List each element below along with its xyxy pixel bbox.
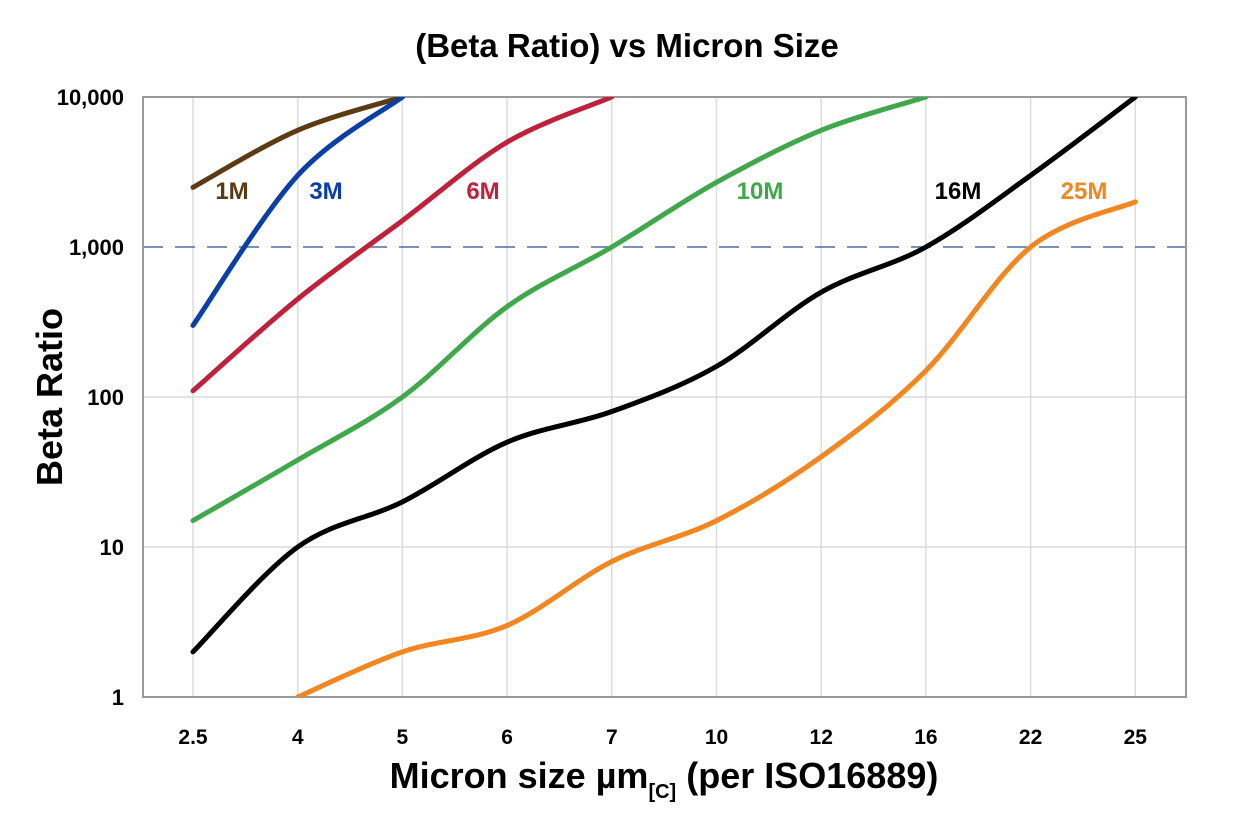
y-tick-label: 1 [112,685,124,710]
plot-frame [142,96,1187,698]
x-tick-label: 25 [1124,726,1148,749]
series-labels: 1M 3M 6M 10M 16M 25M [215,178,1107,205]
y-tick-label: 10 [100,535,124,560]
y-axis-title: Beta Ratio [29,308,70,486]
x-axis-title-subscript: [C] [648,781,676,803]
x-axis-title-main: Micron size µm [390,755,649,796]
x-tick-label: 6 [501,726,513,749]
y-tick-label: 10,000 [57,85,124,110]
x-tick-label: 12 [810,726,833,749]
y-tick-label: 100 [87,385,124,410]
series-line-16M [190,97,1138,655]
series-line-1M [190,97,405,190]
axes: 2.5 4 5 6 7 10 12 16 22 25 1 10 100 1,000 10,000 [57,85,1187,749]
series-label-3M: 3M [309,178,342,205]
series-label-1M: 1M [215,178,248,205]
x-tick-label: 4 [292,726,304,749]
grid [143,96,1186,698]
series-line-6M [190,97,615,394]
x-tick-label: 7 [606,726,618,749]
series-line-10M [190,97,929,524]
series-label-6M: 6M [466,178,499,205]
series-lines [190,97,1138,697]
series-label-25M: 25M [1061,178,1108,205]
y-tick-label: 1,000 [69,235,124,260]
chart-title: (Beta Ratio) vs Micron Size [415,27,839,64]
series-label-10M: 10M [737,178,784,205]
x-tick-label: 22 [1019,726,1042,749]
x-tick-label: 5 [397,726,409,749]
x-axis-title-suffix: (per ISO16889) [676,755,938,796]
x-tick-label: 16 [914,726,937,749]
x-tick-label: 2.5 [178,726,208,749]
x-axis-title: Micron size µm[C] (per ISO16889) [390,755,939,803]
series-label-16M: 16M [935,178,982,205]
series-line-25M [295,199,1138,697]
series-line-3M [190,97,405,328]
x-tick-label: 10 [705,726,728,749]
